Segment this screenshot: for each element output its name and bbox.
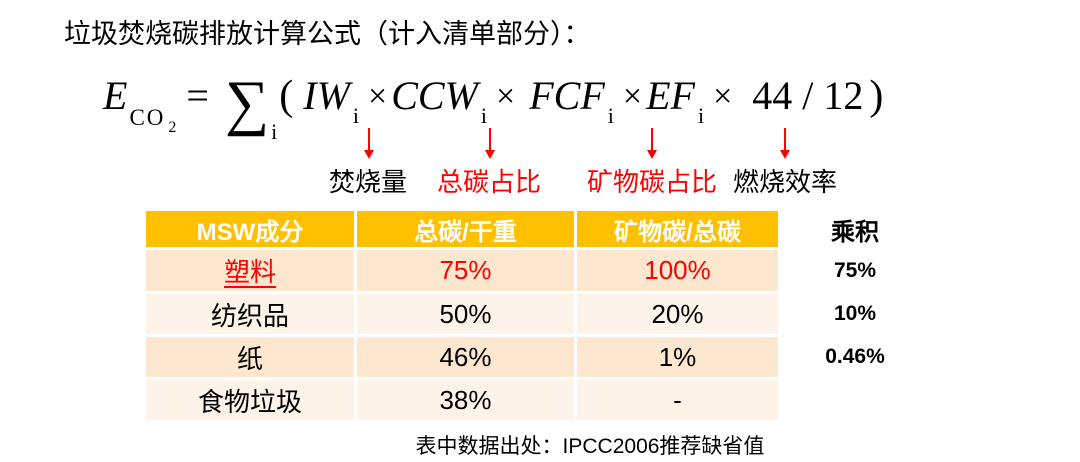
table-cell: 50%	[357, 294, 574, 334]
formula-term-ef: EF	[646, 73, 695, 118]
formula-e-subscript: CO 2	[129, 105, 177, 136]
data-source-caption: 表中数据出处：IPCC2006推荐缺省值	[415, 435, 765, 458]
msw-composition-table: MSW成分 总碳/干重 矿物碳/总碳 塑料 75% 100% 纺织品 50% 2…	[146, 211, 778, 420]
down-arrow-icon	[780, 128, 790, 159]
down-arrow-icon	[364, 128, 374, 159]
product-column-header: 乘积	[831, 218, 879, 246]
table-cell: 38%	[357, 380, 574, 420]
formula-term-iw: IW	[303, 73, 350, 118]
table-cell: 1%	[577, 337, 778, 377]
table-cell: 纸	[146, 337, 354, 377]
product-column: 乘积 75% 10% 0.46%	[790, 211, 920, 420]
down-arrow-icon	[647, 128, 657, 159]
annotation-fossil-carbon-ratio: 矿物碳占比	[586, 167, 718, 197]
summation-icon: ∑	[224, 69, 270, 137]
times-sign: ×	[496, 78, 516, 115]
equals-sign: =	[186, 73, 209, 118]
emission-formula: ECO 2= ∑i( IW i× CCW i× FCF i× EF i× 44 / 12)	[103, 69, 884, 144]
column-header-total-carbon: 总碳/干重	[357, 211, 574, 247]
product-value: 75%	[833, 258, 877, 282]
close-paren: )	[869, 73, 884, 119]
times-sign: ×	[713, 78, 733, 115]
product-value: 0.46%	[825, 345, 885, 368]
table-cell: 食物垃圾	[146, 380, 354, 420]
product-value: 10%	[833, 302, 877, 325]
column-header-fossil-carbon: 矿物碳/总碳	[577, 211, 778, 247]
column-header-component: MSW成分	[146, 211, 354, 247]
table-cell: 纺织品	[146, 294, 354, 334]
table-cell: 20%	[577, 294, 778, 334]
formula-e: E	[103, 73, 128, 118]
summation-index: i	[271, 119, 278, 144]
formula-term-ccw: CCW	[391, 73, 478, 118]
times-sign: ×	[368, 78, 388, 115]
page-title: 垃圾焚烧碳排放计算公式（计入清单部分）：	[64, 19, 591, 49]
table-cell: 75%	[357, 250, 574, 291]
table-cell: -	[577, 380, 778, 420]
down-arrow-icon	[485, 128, 495, 159]
table-cell: 46%	[357, 337, 574, 377]
annotation-incineration-amount: 焚烧量	[328, 167, 408, 197]
annotation-combustion-efficiency: 燃烧效率	[732, 167, 838, 197]
open-paren: (	[279, 73, 294, 119]
times-sign: ×	[622, 78, 643, 115]
annotation-total-carbon-ratio: 总碳占比	[436, 167, 542, 197]
table-cell: 塑料	[146, 250, 354, 291]
formula-term-fcf: FCF	[529, 73, 605, 118]
table-cell: 100%	[577, 250, 778, 291]
formula-constant: 44 / 12	[752, 73, 864, 118]
